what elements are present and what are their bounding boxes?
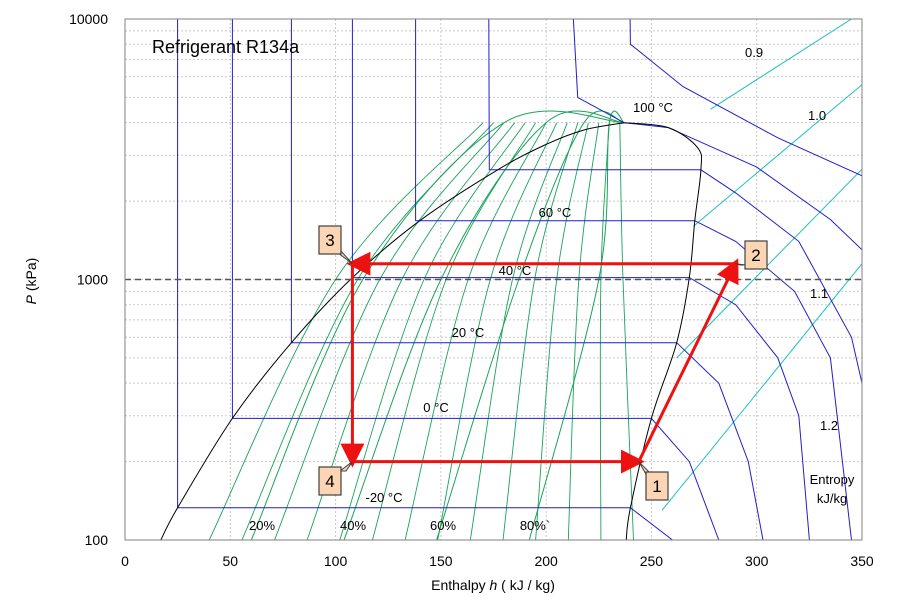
x-axis-title: Enthalpy h ( kJ / kg) (431, 577, 555, 593)
isotherm-label: -20 °C (366, 490, 403, 505)
quality-line (404, 122, 547, 540)
refrigeration-cycle (340, 251, 739, 474)
state-callout-4: 4 (318, 461, 353, 496)
x-tick-label: 200 (534, 553, 558, 569)
state-label: 4 (325, 472, 334, 491)
x-tick-label: 350 (850, 553, 874, 569)
quality-line (535, 122, 589, 540)
x-tick-label: 50 (222, 553, 238, 569)
isentrope-line (676, 168, 862, 359)
plot-area-border (124, 18, 863, 541)
quality-lines (208, 110, 634, 540)
isentrope-label: 1.1 (810, 286, 828, 301)
state-label: 2 (751, 246, 760, 265)
isentrope-label: 1.2 (820, 418, 838, 433)
state-box (744, 240, 768, 270)
isotherm-line (629, 19, 862, 177)
isotherm-label: 60 °C (539, 205, 572, 220)
quality-line (250, 110, 625, 540)
state-box (318, 225, 342, 255)
x-tick-label: 250 (640, 553, 664, 569)
state-label: 1 (652, 477, 661, 496)
x-tick-label: 100 (324, 553, 348, 569)
quality-line (371, 122, 536, 540)
isotherm-label: 100 °C (633, 100, 673, 115)
y-tick-label: 100 (85, 532, 109, 548)
quality-line (567, 122, 600, 540)
quality-line (528, 110, 625, 540)
x-tick-label: 150 (429, 553, 453, 569)
isotherm-label: 40 °C (499, 263, 532, 278)
quality-label: 20% (249, 518, 275, 533)
entropy-caption-line2: kJ/kg (817, 491, 847, 506)
state-callout-1: 1 (638, 461, 669, 501)
state-callout-3: 3 (318, 225, 353, 265)
isentrope-label: 0.9 (745, 45, 763, 60)
cycle-process-arrow (637, 258, 739, 463)
isentrope-label: 1.0 (808, 108, 826, 123)
chart-title: Refrigerant R134a (152, 37, 300, 57)
entropy-caption-line1: Entropy (810, 472, 855, 487)
isentrope-line (710, 19, 852, 110)
state-callout-2: 2 (735, 240, 768, 270)
isentrope-line (661, 263, 862, 511)
quality-line (599, 122, 610, 540)
quality-label: 40% (340, 518, 366, 533)
quality-line (436, 110, 625, 540)
state-pointer (735, 263, 747, 266)
isotherm-label: 20 °C (452, 325, 485, 340)
quality-line (343, 110, 625, 540)
chart-labels: 0 50 100 150 200 250 300 350 100 1000 10000 0.9 1.0 1… (69, 11, 874, 569)
isotherm-label: 0 °C (423, 400, 448, 415)
quality-label: 80%` (520, 518, 550, 533)
quality-label: 60% (430, 518, 456, 533)
isotherm-line (415, 19, 852, 540)
isentrope-line (693, 84, 862, 227)
isotherm-line (290, 19, 764, 540)
state-box (318, 466, 342, 496)
state-pointer (338, 461, 353, 472)
quality-line (469, 122, 568, 540)
quality-line (339, 122, 526, 540)
state-label: 3 (325, 231, 334, 250)
x-tick-label: 0 (121, 553, 129, 569)
y-axis-title: P (kPa) (23, 258, 39, 305)
isotherm-line (177, 19, 673, 540)
x-tick-label: 300 (745, 553, 769, 569)
isentrope-lines (661, 19, 862, 511)
y-tick-label: 10000 (69, 11, 108, 27)
state-box (645, 471, 669, 501)
quality-line (208, 122, 484, 540)
quality-line (502, 122, 579, 540)
quality-line (619, 122, 634, 540)
y-tick-label: 1000 (77, 272, 108, 288)
quality-line (437, 122, 558, 540)
isotherm-line (488, 19, 862, 384)
